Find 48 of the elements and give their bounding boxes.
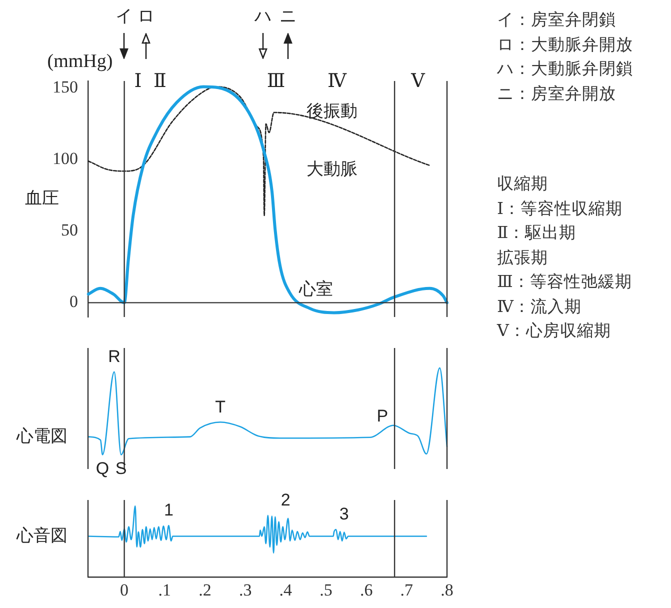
text: ニ：房室弁開放 (497, 82, 617, 104)
x-tick-label: .5 (320, 580, 332, 600)
y-tick-label: 50 (61, 220, 78, 240)
text: Ⅰ：等容性収縮期 (497, 198, 624, 220)
annotation: T (215, 397, 226, 416)
text: ロ：大動脈弁開放 (497, 34, 633, 56)
text: ハ (254, 6, 272, 26)
text: ハ：大動脈弁閉鎖 (497, 58, 633, 80)
annotation: 3 (339, 504, 349, 524)
annotation: Ⅴ (410, 70, 426, 92)
x-tick-label: .3 (238, 580, 252, 600)
annotation: 大動脈 (306, 160, 358, 179)
y-axis-title: 血圧 (25, 188, 59, 208)
annotation: 2 (280, 490, 290, 510)
text: Ⅱ：駆出期 (497, 222, 578, 244)
annotation: 後振動 (306, 102, 358, 121)
x-tick-label: .8 (440, 580, 454, 600)
annotation: Ⅱ (154, 70, 166, 92)
x-tick-label: .7 (400, 580, 414, 600)
x-tick-label: .1 (158, 580, 172, 600)
annotation: Ⅰ (134, 70, 142, 92)
text: 拡張期 (497, 246, 549, 268)
y-tick-label: 0 (70, 292, 78, 312)
text: ロ (138, 6, 154, 26)
text: Ⅲ：等容性弛緩期 (497, 271, 632, 293)
y-tick-label: 100 (52, 149, 78, 168)
y-axis-title: 心音図 (16, 526, 68, 545)
annotation: 心室 (298, 280, 333, 299)
annotation: Q (96, 458, 110, 478)
text: イ：房室弁閉鎖 (497, 9, 617, 31)
x-tick-label: .2 (198, 580, 212, 600)
annotation: S (115, 458, 127, 478)
text: Ⅳ：流入期 (497, 296, 582, 318)
text: (mmHg) (47, 50, 113, 72)
annotation: 1 (164, 500, 174, 520)
x-tick-label: .6 (360, 580, 373, 600)
annotation: R (108, 347, 120, 366)
annotation: Ⅳ (328, 70, 348, 92)
x-tick-label: 0 (120, 580, 129, 600)
annotation: P (376, 406, 388, 426)
annotation: Ⅲ (266, 70, 286, 92)
x-tick-label: .4 (279, 580, 293, 600)
text: 収縮期 (497, 173, 549, 195)
text: Ⅴ：心房収縮期 (497, 320, 612, 342)
y-tick-label: 150 (52, 78, 78, 97)
text: ニ (280, 6, 296, 26)
text: イ (116, 6, 132, 26)
y-axis-title: 心電図 (16, 426, 68, 446)
